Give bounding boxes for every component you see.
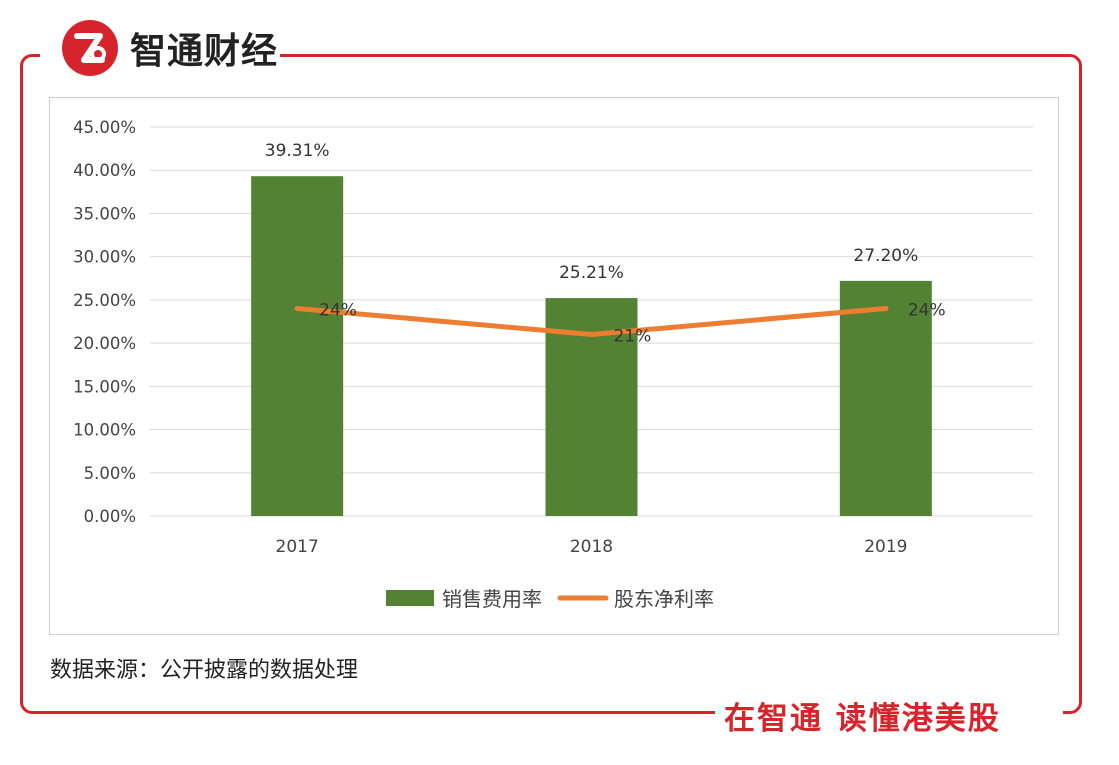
outer-frame [20,54,1082,714]
y-tick-label: 15.00% [73,377,136,396]
line-data-label: 24% [319,301,357,321]
y-tick-label: 25.00% [73,291,136,310]
legend-label: 股东净利率 [614,587,714,611]
logo-icon [62,20,118,76]
y-tick-label: 45.00% [73,118,136,137]
bar-data-label: 25.21% [559,263,624,283]
bar-data-label: 39.31% [265,141,330,161]
source-note: 数据来源：公开披露的数据处理 [50,658,359,683]
x-tick-label: 2019 [864,537,907,557]
brand-slogan: 在智通 读懂港美股 [724,701,1001,737]
y-tick-label: 5.00% [84,464,136,483]
y-tick-label: 0.00% [84,507,136,526]
chart-panel: 0.00% 5.00% 10.00% 15.00% 20.00% 25.00% 30.00%… [49,97,1059,635]
line-point [294,306,300,312]
legend-label: 销售费用率 [442,587,542,611]
x-tick-label: 2018 [570,537,613,557]
line-point [589,331,594,337]
y-tick-label: 35.00% [73,204,136,223]
y-tick-label: 40.00% [73,161,136,180]
legend-swatch-bar [386,590,434,606]
line-data-label: 21% [614,326,652,346]
frame-gap [715,700,1063,730]
line-data-label: 24% [908,301,946,321]
line-point [883,306,889,312]
y-tick-label: 20.00% [73,334,136,353]
bar [839,280,932,516]
y-tick-label: 30.00% [73,248,136,267]
y-tick-label: 10.00% [73,421,136,440]
brand-logo: 智通财经 [62,20,278,76]
bar-data-label: 27.20% [853,246,918,266]
bar [251,176,344,516]
chart: 0.00% 5.00% 10.00% 15.00% 20.00% 25.00% 30.00%… [73,118,1033,611]
x-tick-label: 2017 [276,537,319,557]
brand-name: 智通财经 [130,31,279,72]
